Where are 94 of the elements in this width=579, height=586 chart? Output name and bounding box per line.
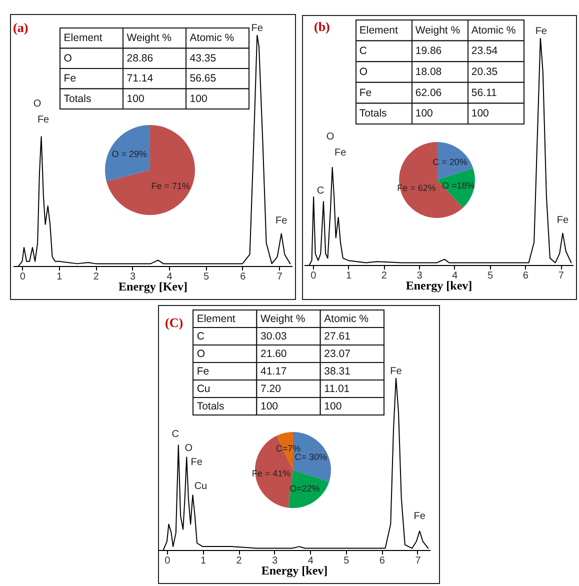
- x-tick-label: 6: [379, 556, 386, 566]
- series-label: Weight %: [126, 32, 172, 44]
- data-label: 28.86: [126, 52, 154, 64]
- category-label: Cu: [196, 382, 210, 395]
- category-label: C: [359, 45, 368, 58]
- x-tick-label: 0: [20, 272, 26, 282]
- x-tick-label: 5: [344, 556, 350, 566]
- annotation: Fe: [556, 215, 570, 226]
- category-label: Totals: [359, 108, 387, 120]
- chart-title: (b): [314, 19, 330, 34]
- category-label: O: [359, 66, 368, 78]
- data-label: 7.20: [260, 382, 282, 395]
- data-label: 100: [260, 400, 278, 412]
- category-label: Fe: [359, 86, 372, 99]
- x-axis-title: Energy [Kev]: [118, 280, 188, 294]
- category-label: Totals: [64, 92, 92, 105]
- x-tick-label: 4: [166, 272, 173, 282]
- annotation: Fe: [276, 216, 288, 227]
- category-label: Fe: [64, 72, 76, 85]
- x-tick-label: 3: [272, 556, 278, 566]
- slice-label: O =18%: [442, 180, 475, 190]
- x-tick-label: 6: [522, 270, 529, 282]
- series-label: Atomic %: [324, 312, 368, 325]
- x-tick-label: 6: [240, 272, 246, 282]
- x-tick-label: 5: [488, 270, 494, 282]
- data-label: 20.35: [471, 66, 498, 78]
- annotation: Fe: [390, 366, 402, 377]
- slice-label: O = 29%: [112, 149, 148, 160]
- x-tick-label: 0: [310, 270, 317, 282]
- annotation: O: [33, 98, 42, 110]
- slice-label: Fe = 71%: [151, 180, 190, 191]
- annotation: O: [326, 131, 334, 142]
- series-label: Weight %: [260, 312, 306, 325]
- x-tick-label: 4: [452, 270, 458, 282]
- data-label: 27.61: [324, 330, 351, 342]
- data-label: 19.86: [415, 45, 442, 58]
- text: Element: [359, 24, 398, 36]
- category-label: O: [64, 52, 72, 64]
- annotation: C: [316, 185, 324, 196]
- series-label: Atomic %: [471, 24, 516, 36]
- annotation: Fe: [414, 511, 426, 522]
- x-tick-label: 2: [236, 556, 242, 566]
- x-tick-label: 2: [93, 272, 100, 282]
- data-label: 41.17: [260, 365, 287, 378]
- x-tick-label: 1: [56, 272, 63, 282]
- annotation: Fe: [535, 26, 548, 37]
- x-tick-label: 0: [164, 556, 171, 566]
- x-tick-label: 5: [203, 272, 210, 282]
- data-label: 18.08: [415, 66, 442, 78]
- chart-title: (a): [13, 20, 28, 35]
- data-label: 21.60: [260, 348, 287, 360]
- category-label: Fe: [196, 365, 210, 378]
- annotation: Fe: [37, 114, 50, 126]
- data-label: 43.35: [190, 52, 216, 64]
- data-label: 71.14: [126, 72, 154, 85]
- slice-label: C= 30%: [294, 452, 327, 462]
- x-axis-title: Energy [kev]: [406, 278, 472, 292]
- data-label: 23.54: [471, 45, 498, 58]
- data-label: 56.65: [190, 72, 216, 85]
- x-tick-label: 3: [130, 272, 136, 282]
- x-tick-label: 2: [381, 270, 388, 282]
- annotation: Fe: [334, 147, 347, 158]
- category-label: C: [196, 330, 205, 342]
- x-tick-label: 7: [558, 270, 564, 282]
- x-tick-label: 7: [276, 272, 283, 282]
- data-label: 11.01: [324, 382, 350, 395]
- data-label: 38.31: [324, 365, 351, 378]
- data-label: 100: [190, 92, 208, 105]
- text: Element: [64, 32, 102, 44]
- category-label: Totals: [196, 400, 224, 412]
- data-label: 100: [126, 92, 144, 105]
- annotation: Fe: [251, 23, 264, 34]
- annotation: O: [184, 443, 193, 454]
- data-label: 100: [324, 400, 342, 412]
- data-label: 100: [471, 108, 490, 120]
- x-tick-label: 7: [415, 556, 422, 566]
- text: Element: [196, 312, 236, 325]
- x-tick-label: 1: [346, 270, 352, 282]
- x-tick-label: 3: [416, 270, 423, 282]
- x-tick-label: 1: [200, 556, 206, 566]
- data-label: 30.03: [260, 330, 287, 342]
- annotation: C: [172, 429, 180, 440]
- data-label: 23.07: [324, 348, 351, 360]
- annotation: Cu: [194, 480, 208, 492]
- x-tick-label: 4: [308, 556, 314, 566]
- data-label: 62.06: [415, 86, 442, 99]
- data-label: 100: [415, 108, 434, 120]
- series-label: Weight %: [415, 24, 460, 36]
- data-label: 56.11: [471, 86, 498, 99]
- annotation: Fe: [190, 457, 203, 468]
- series-label: Atomic %: [190, 32, 234, 44]
- category-label: O: [196, 348, 205, 360]
- x-axis-title: Energy [kev]: [261, 564, 328, 578]
- chart-title: (C): [165, 315, 184, 330]
